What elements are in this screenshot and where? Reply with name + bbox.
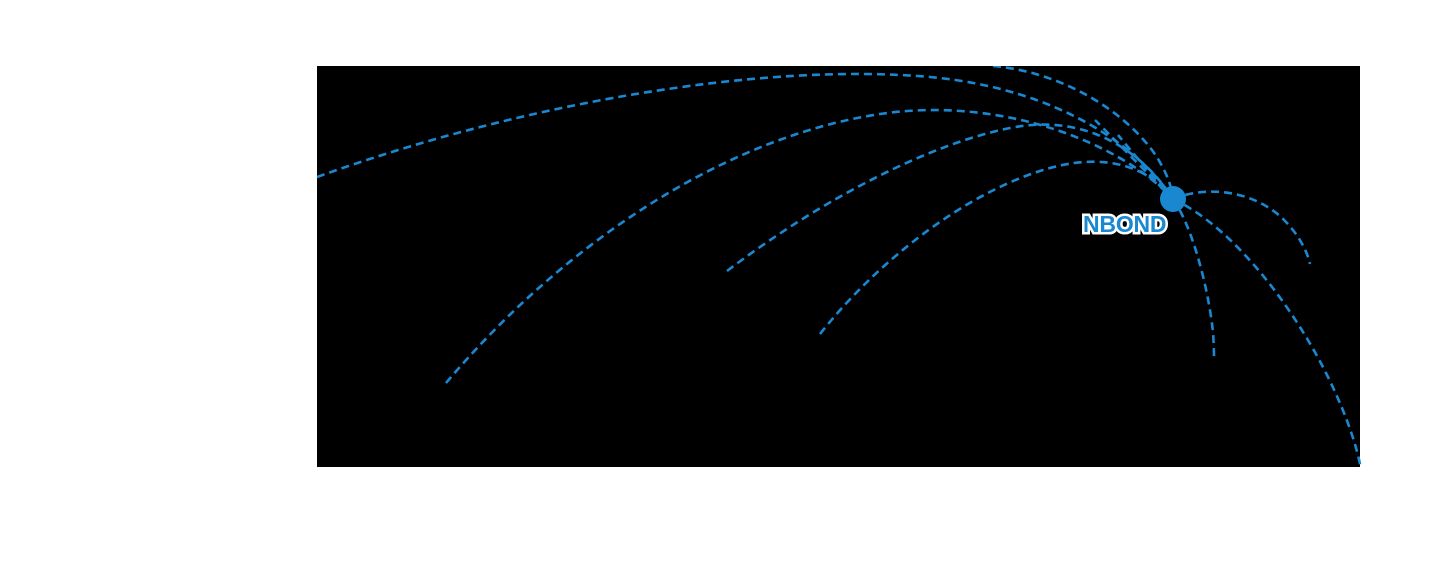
node-label-nbond: NBOND [1083,211,1167,237]
graph-node-nbond[interactable] [1160,186,1186,212]
